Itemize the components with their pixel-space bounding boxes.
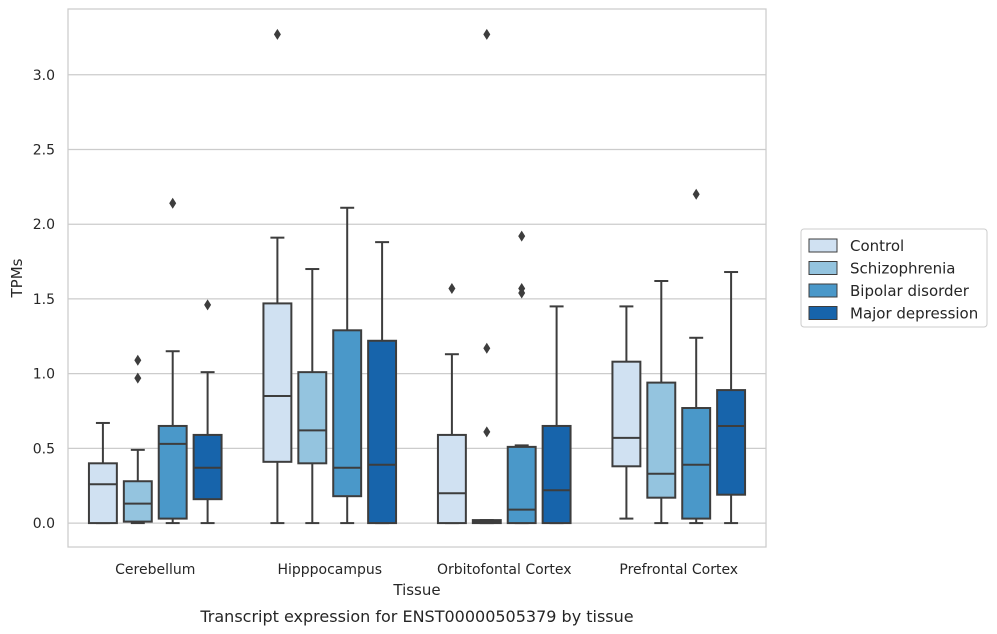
box-body [611,360,642,468]
x-tick-label: Prefrontal Cortex [619,562,738,578]
box-body [332,329,363,498]
box-control [262,28,293,525]
y-axis-label: TPMs [8,258,26,298]
legend-swatch [808,283,838,298]
legend: Control Schizophrenia Bipolar disorder Majo… [800,228,988,328]
outlier-marker [273,28,281,40]
y-tick-label: 2.0 [33,217,55,233]
box-control [436,282,467,525]
outlier-marker [483,28,491,40]
legend-label: Bipolar disorder [850,282,970,300]
y-tick-label: 3.0 [33,68,55,84]
box-body [262,302,293,463]
box-body [716,389,747,496]
box-control [87,421,118,525]
chart-caption: Transcript expression for ENST0000050537… [199,607,633,626]
legend-label: Major depression [850,305,978,323]
outlier-marker [518,230,526,242]
x-tick-label: Hipppocampus [277,562,382,578]
y-tick-label: 1.0 [33,367,55,383]
box-body [297,371,328,465]
legend-label: Schizophrenia [850,260,955,278]
legend-swatch [808,238,838,253]
box-bipolar-disorder [681,188,712,525]
box-body [436,433,467,525]
legend-swatch [808,261,838,275]
box-major-depression [192,299,223,525]
box-major-depression [541,305,572,525]
y-tick-label: 0.5 [33,441,55,457]
plot-frame [67,8,767,548]
outlier-marker [483,342,491,354]
x-tick-label: Orbitofontal Cortex [437,562,572,578]
box-body [367,339,398,525]
box-major-depression [716,271,747,525]
box-bipolar-disorder [157,197,188,525]
x-tick-labels: Cerebellum Hipppocampus Orbitofontal Corte… [115,562,738,578]
box-body [541,424,572,525]
box-schizophrenia [297,268,328,525]
outlier-marker [169,197,177,209]
box-major-depression [367,241,398,525]
outlier-marker [483,426,491,438]
box-control [611,305,642,520]
legend-frame [800,228,988,328]
box-body [506,445,537,525]
legend-swatch [808,306,838,320]
boxes [87,28,747,525]
y-tick-labels: 0.0 0.5 1.0 1.5 2.0 2.5 3.0 [33,68,55,532]
outlier-marker [692,188,700,200]
box-body [87,462,118,525]
outlier-marker [134,372,142,384]
y-tick-label: 1.5 [33,292,55,308]
box-bipolar-disorder [332,206,363,525]
outlier-marker [518,282,526,294]
x-tick-label: Cerebellum [115,562,195,578]
y-tick-label: 2.5 [33,142,55,158]
outlier-marker [134,354,142,366]
box-body [646,381,677,499]
y-tick-label: 0.0 [33,516,55,532]
x-axis-label: Tissue [392,581,440,599]
box-schizophrenia [471,28,502,525]
box-body [157,424,188,520]
box-body [122,480,153,523]
box-schizophrenia [122,354,153,525]
box-bipolar-disorder [506,230,537,525]
legend-label: Control [850,237,904,255]
outlier-marker [448,282,456,294]
box-schizophrenia [646,279,677,525]
outlier-marker [204,299,212,311]
box-body [681,407,712,520]
